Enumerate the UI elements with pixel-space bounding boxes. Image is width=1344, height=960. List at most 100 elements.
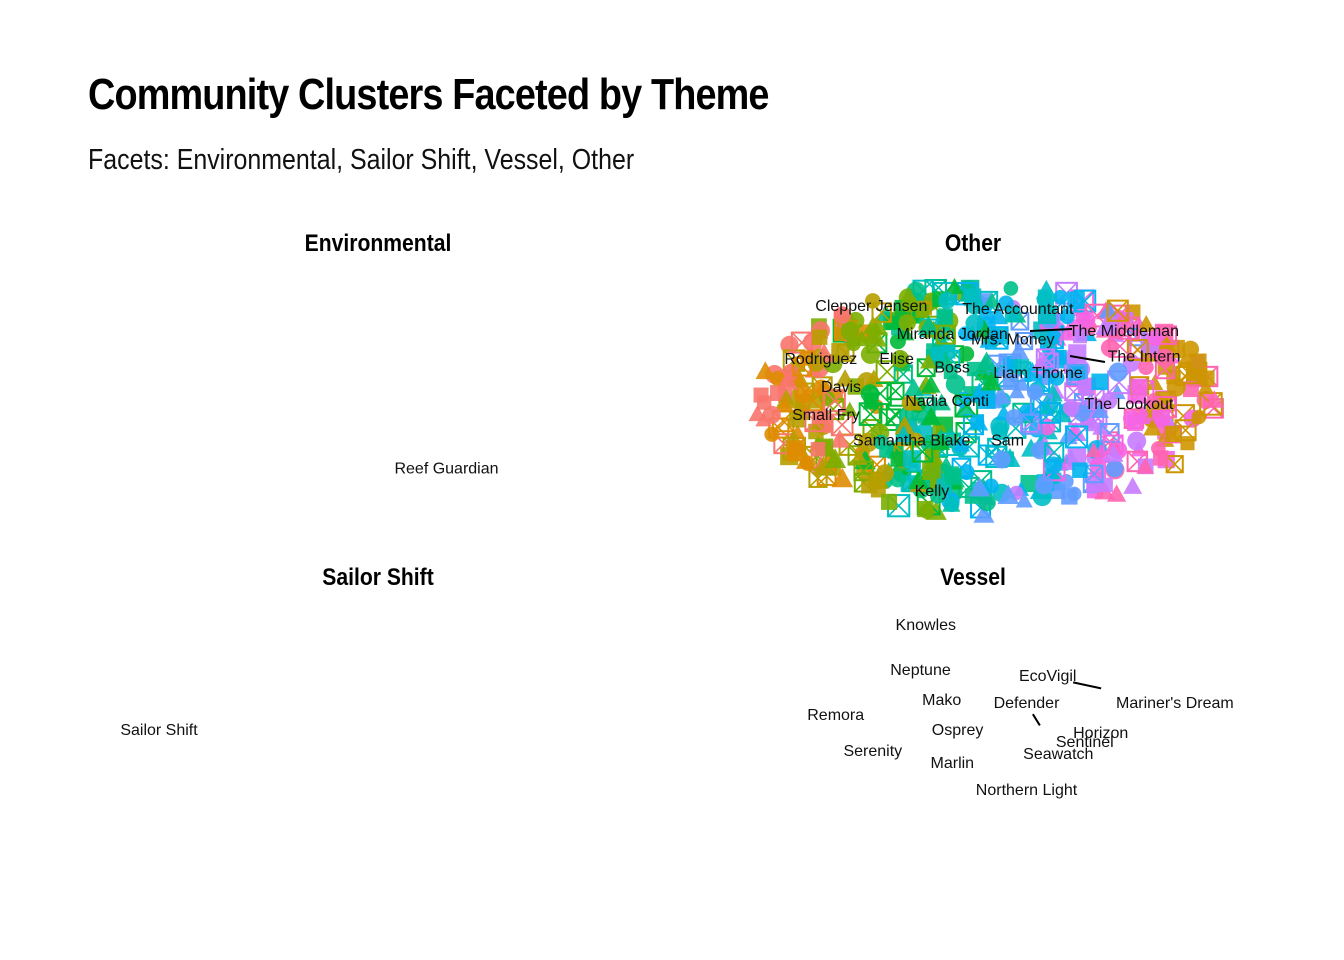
cluster-node-marker [1136,314,1156,333]
cluster-node-marker [1166,377,1186,397]
cluster-node-marker [1066,486,1082,502]
cluster-node-marker [978,493,996,512]
cluster-node-marker [1039,401,1062,424]
cluster-node-marker [840,321,860,341]
cluster-node-marker [1138,359,1154,375]
cluster-node-marker [894,425,913,443]
node-label: Kelly [915,483,950,500]
cluster-node-marker [980,371,1002,391]
cluster-node-marker [1164,425,1182,443]
cluster-node-marker [1051,403,1073,423]
cluster-node-marker [788,411,805,428]
cluster-node-marker [753,387,769,403]
cluster-node-marker [953,436,970,452]
node-label: Miranda Jordan [897,326,1008,343]
node-label: Defender [994,695,1060,712]
cluster-node-marker [945,277,964,294]
node-label: Mrs. Money [971,332,1055,349]
node-label: EcoVigil [1019,668,1077,685]
node-label: The Middleman [1069,323,1179,340]
cluster-node-marker [1143,418,1162,436]
cluster-node-marker [920,406,942,426]
cluster-node-marker [988,328,1005,346]
cluster-node-marker [976,301,997,320]
cluster-node-marker [930,346,945,361]
node-label: The Accountant [962,301,1074,318]
cluster-node-marker [808,394,823,409]
facet-label-sailor-shift: Sailor Shift [322,564,434,591]
cluster-node-marker [1127,431,1147,451]
cluster-node-marker [905,456,923,472]
node-label: Sentinel [1056,734,1114,751]
node-label: Mako [922,692,961,709]
cluster-node-marker [1053,289,1068,305]
cluster-node-marker [917,315,940,335]
cluster-node-marker [1042,383,1063,402]
cluster-node-marker [1073,329,1088,344]
node-label: Reef Guardian [394,460,498,477]
cluster-node-marker [968,477,991,497]
cluster-node-marker [915,304,930,318]
node-label: Sailor Shift [120,722,198,739]
facet-label-other: Other [944,230,1002,257]
cluster-node-marker [1188,353,1207,372]
node-label: Liam Thorne [993,365,1083,382]
cluster-node-marker [776,370,799,390]
cluster-node-marker [921,375,941,393]
cluster-node-marker [792,357,812,377]
cluster-node-marker [1155,348,1175,368]
cluster-node-marker [1067,448,1087,467]
cluster-node-marker [997,484,1020,505]
cluster-node-marker [1015,492,1033,508]
cluster-node-marker [1199,370,1215,386]
facet-label-environmental: Environmental [304,230,452,257]
cluster-node-marker [775,395,794,413]
cluster-node-marker [1106,459,1124,478]
node-label: Boss [934,360,970,377]
cluster-node-marker [1103,443,1124,462]
cluster-node-marker [1100,392,1118,410]
cluster-node-marker [1008,341,1029,360]
cluster-node-marker [936,324,956,345]
node-label: Remora [807,707,864,724]
cluster-node-marker [823,389,846,413]
cluster-node-marker [1038,399,1056,415]
cluster-node-marker [860,384,880,403]
cluster-node-marker [1204,390,1224,408]
node-label: Small Fry [792,407,860,424]
cluster-node-marker [932,433,951,450]
cluster-node-marker [965,296,984,315]
cluster-node-marker [1106,484,1127,502]
cluster-node-marker [958,464,975,481]
node-label: Elise [879,351,914,368]
node-label: Samantha Blake [853,432,971,449]
cluster-node-marker [808,468,828,488]
cluster-node-marker [975,351,998,372]
cluster-node-marker [1197,379,1214,394]
cluster-node-marker [812,329,828,345]
cluster-node-marker [824,448,847,469]
cluster-node-marker [969,414,985,430]
cluster-node-marker [944,496,960,513]
label-leader-line [1069,355,1106,363]
cluster-node-marker [1146,329,1164,346]
cluster-node-marker [896,324,915,341]
cluster-node-marker [755,361,776,380]
cluster-node-marker [1014,359,1030,375]
cluster-node-marker [1108,362,1128,382]
cluster-node-marker [1059,309,1075,325]
cluster-node-marker [983,292,1001,308]
cluster-node-marker [864,293,881,309]
cluster-node-marker [1013,376,1031,391]
cluster-node-marker [1078,310,1096,329]
cluster-node-marker [1085,442,1102,458]
cluster-node-marker [1058,325,1075,341]
cluster-node-marker [873,434,889,450]
cluster-node-marker [1046,330,1062,345]
node-label: Northern Light [976,782,1078,799]
cluster-node-marker [833,306,852,324]
node-label: Nadia Conti [905,393,989,410]
cluster-node-marker [1183,381,1199,398]
cluster-node-marker [1050,484,1066,500]
network-edge [1072,681,1102,690]
